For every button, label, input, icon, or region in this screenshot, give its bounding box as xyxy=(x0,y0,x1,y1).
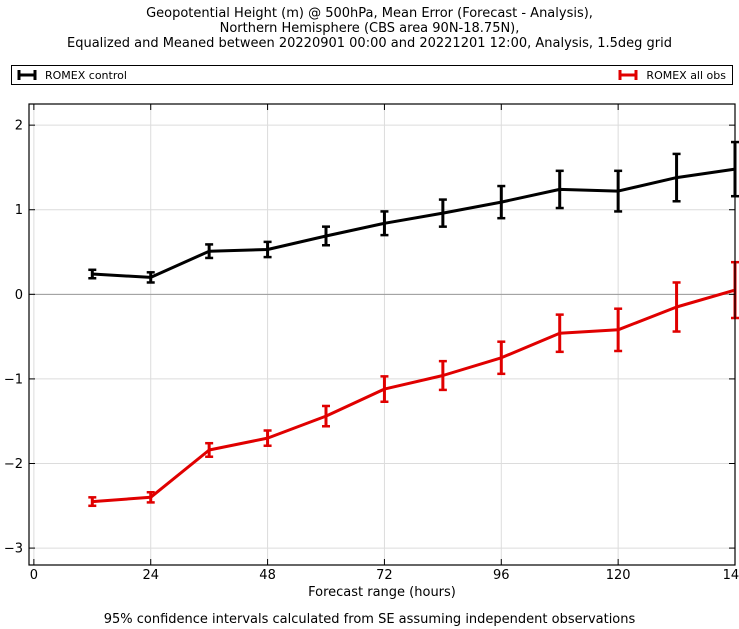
x-tick-label: 48 xyxy=(259,568,276,583)
x-tick-label: 24 xyxy=(142,568,159,583)
y-tick-label: −2 xyxy=(4,457,23,472)
y-tick-label: 2 xyxy=(15,119,23,134)
y-tick-label: 0 xyxy=(15,288,23,303)
y-tick-label: 1 xyxy=(15,203,23,218)
legend-errorbar-icon-red xyxy=(618,70,638,80)
chart-title: Geopotential Height (m) @ 500hPa, Mean E… xyxy=(0,6,739,51)
chart-title-line-2: Northern Hemisphere (CBS area 90N-18.75N… xyxy=(219,21,520,36)
x-tick-label: 120 xyxy=(606,568,631,583)
chart-legend: ROMEX control ROMEX all obs xyxy=(11,65,733,85)
x-axis-label: Forecast range (hours) xyxy=(308,585,456,600)
series-line-0 xyxy=(92,167,736,279)
legend-label-romex-control: ROMEX control xyxy=(45,68,127,82)
series-line-1 xyxy=(92,288,736,504)
x-tick-label: 72 xyxy=(376,568,393,583)
chart-title-line-1: Geopotential Height (m) @ 500hPa, Mean E… xyxy=(146,6,593,21)
chart-title-line-3: Equalized and Meaned between 20220901 00… xyxy=(67,36,672,51)
legend-item-romex-all-obs: ROMEX all obs xyxy=(617,66,726,84)
chart-footnote: 95% confidence intervals calculated from… xyxy=(103,612,636,627)
legend-errorbar-icon-black xyxy=(17,70,37,80)
x-tick-label: 96 xyxy=(493,568,510,583)
y-tick-label: −3 xyxy=(4,542,23,557)
legend-label-romex-all-obs: ROMEX all obs xyxy=(646,68,726,82)
legend-item-romex-control: ROMEX control xyxy=(16,66,127,84)
y-tick-label: −1 xyxy=(4,372,23,387)
x-tick-label: 0 xyxy=(30,568,38,583)
plot-frame xyxy=(28,103,736,566)
x-tick-label: 144 xyxy=(723,568,739,583)
